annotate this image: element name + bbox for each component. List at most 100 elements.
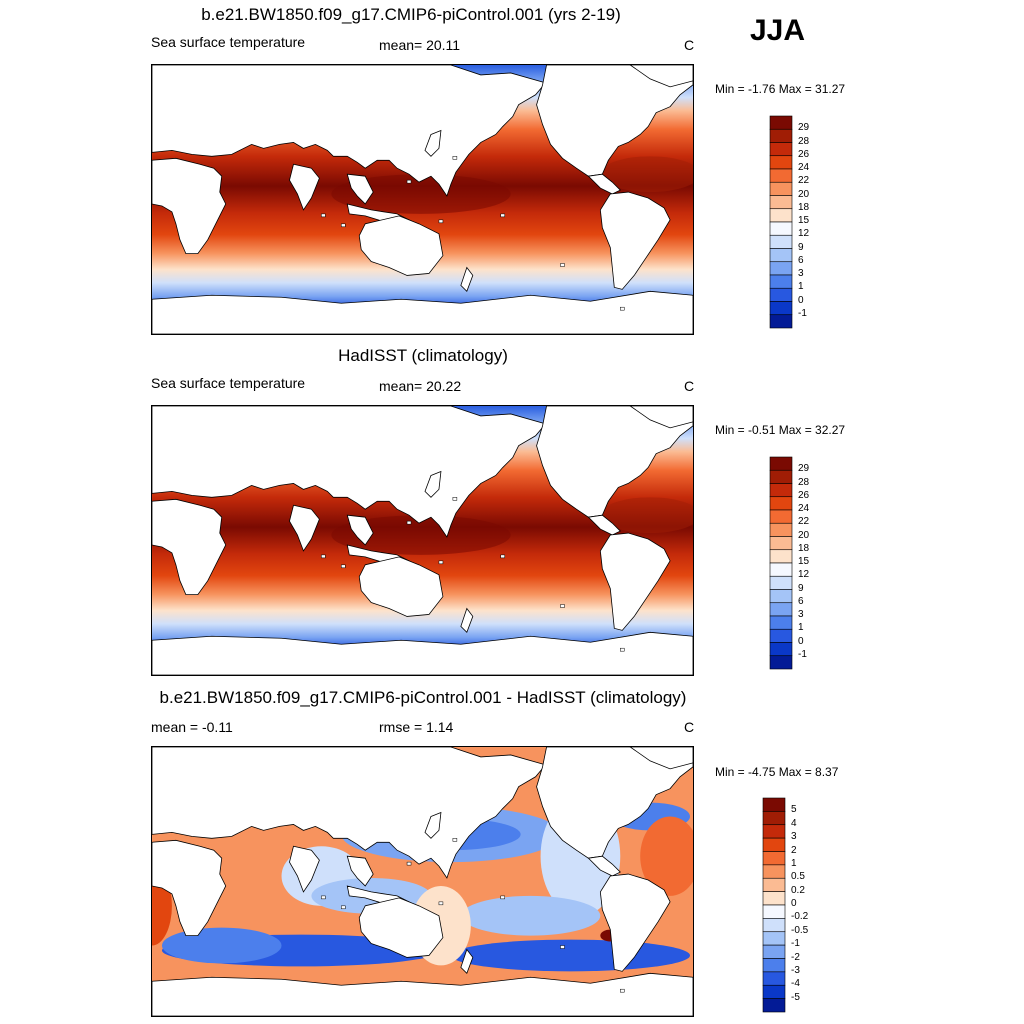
colorbar-tick-label: 6	[798, 595, 804, 607]
colorbar-segment	[762, 837, 786, 852]
colorbar-tick-label: 9	[798, 582, 804, 594]
colorbar-tick-label: 3	[798, 268, 804, 279]
colorbar-tick-label: 29	[798, 122, 810, 134]
colorbar-tick-label: -3	[791, 964, 800, 976]
colorbar-segment	[762, 971, 786, 986]
panel-2-title: HadISST (climatology)	[338, 346, 508, 365]
island-mark	[452, 497, 458, 501]
island-mark	[406, 179, 412, 184]
colorbar-tick-label: 0.2	[791, 884, 805, 896]
landmass-samerica	[599, 191, 671, 290]
panel-2-units: C	[684, 378, 695, 394]
colorbar-segment	[762, 851, 786, 866]
landmass-namerica	[536, 406, 693, 518]
island-mark	[321, 895, 326, 900]
panel-3-title: b.e21.BW1850.f09_g17.CMIP6-piControl.001…	[159, 688, 687, 707]
landmass-nz	[460, 607, 474, 634]
colorbar-segment	[762, 931, 786, 946]
colorbar-tick-label: 26	[798, 489, 810, 501]
panel-2-map	[151, 405, 694, 676]
island-mark	[438, 219, 444, 224]
panel-1-colorbar: 29 28 26 24 22 20 18 15 12 9 6 3 1 0 -1	[769, 115, 809, 329]
colorbar-tick-label: 1	[798, 622, 804, 634]
colorbar-segment	[769, 522, 793, 537]
colorbar-tick-label: 26	[798, 148, 810, 160]
island-mark	[406, 861, 412, 866]
colorbar-segment	[762, 891, 786, 906]
colorbar-tick-label: 15	[798, 215, 810, 226]
landmass-namerica	[536, 747, 693, 859]
colorbar-tick-label: 28	[798, 476, 810, 488]
colorbar-segment	[769, 549, 793, 564]
colorbar-tick-label: -2	[791, 951, 800, 963]
panel-1-units: C	[684, 37, 695, 53]
colorbar-segment	[769, 274, 793, 289]
landmass-nz	[460, 266, 474, 293]
warm-pool	[331, 174, 511, 214]
colorbar-tick-label: 12	[798, 569, 810, 581]
colorbar-segment	[769, 301, 793, 316]
colorbar-segment	[769, 248, 793, 263]
panel-3-mean: mean = -0.11	[151, 719, 233, 735]
colorbar-segment	[769, 575, 793, 590]
colorbar-segment	[769, 469, 793, 484]
colorbar-segment	[762, 877, 786, 892]
colorbar-segment	[769, 602, 793, 617]
panel-3-minmax: Min = -4.75 Max = 8.37	[715, 765, 839, 779]
colorbar-tick-label: 1	[791, 857, 797, 869]
colorbar-tick-label: -4	[791, 978, 800, 990]
island-mark	[452, 838, 458, 842]
colorbar-segment	[769, 496, 793, 511]
land-masses	[152, 747, 693, 1016]
landmass-australia	[358, 897, 444, 958]
colorbar-segment	[762, 944, 786, 959]
colorbar-segment	[769, 234, 793, 249]
landmass-greenland	[629, 747, 693, 770]
landmass-camerica	[587, 173, 621, 195]
colorbar-segment	[762, 918, 786, 933]
colorbar-tick-label: -1	[798, 307, 807, 319]
colorbar-segment	[769, 128, 793, 143]
colorbar-segment	[769, 509, 793, 524]
colorbar-segment	[769, 115, 793, 130]
island-mark	[560, 263, 565, 267]
panel-1-variable-label: Sea surface temperature	[151, 34, 306, 50]
island-mark	[438, 901, 444, 906]
colorbar-segment	[769, 287, 793, 302]
colorbar-segment	[769, 221, 793, 236]
landmass-antarctica	[152, 972, 693, 1016]
colorbar-tick-label: 3	[791, 831, 797, 843]
colorbar-segment	[769, 181, 793, 196]
colorbar-tick-label: -5	[791, 991, 800, 1003]
panel-1-map	[151, 64, 694, 335]
island-mark	[341, 905, 346, 910]
island-mark	[620, 647, 625, 652]
colorbar-segment	[769, 168, 793, 183]
landmass-antarctica	[152, 290, 693, 334]
island-mark	[341, 564, 346, 569]
colorbar-tick-label: 29	[798, 463, 810, 475]
atlantic-warm-region	[600, 497, 693, 534]
panel-2-mean: mean= 20.22	[379, 378, 462, 394]
island-mark	[452, 156, 458, 160]
panel-2-minmax: Min = -0.51 Max = 32.27	[715, 423, 846, 437]
colorbar-segment	[769, 615, 793, 630]
atlantic-warm-region	[600, 156, 693, 193]
colorbar-segment	[769, 208, 793, 223]
landmass-africa	[152, 157, 227, 254]
panel-1-title: b.e21.BW1850.f09_g17.CMIP6-piControl.001…	[201, 5, 621, 24]
colorbar-segment	[769, 195, 793, 210]
colorbar-segment	[769, 642, 793, 657]
landmass-india	[289, 845, 320, 893]
landmass-africa	[152, 498, 227, 595]
panel-3-colorbar: 5 4 3 2 1 0.5 0.2 0 -0.2 -0.5 -1 -2 -3 -4 -5	[762, 797, 808, 1013]
landmass-eurasia	[152, 406, 547, 538]
colorbar-tick-label: -0.5	[791, 924, 809, 936]
anomaly-region	[450, 939, 691, 972]
colorbar-tick-label: 18	[798, 201, 810, 213]
island-mark	[560, 945, 565, 949]
colorbar-segment	[762, 797, 786, 812]
landmass-india	[289, 504, 320, 552]
landmass-eurasia	[152, 65, 547, 197]
colorbar-tick-label: -1	[798, 648, 807, 660]
